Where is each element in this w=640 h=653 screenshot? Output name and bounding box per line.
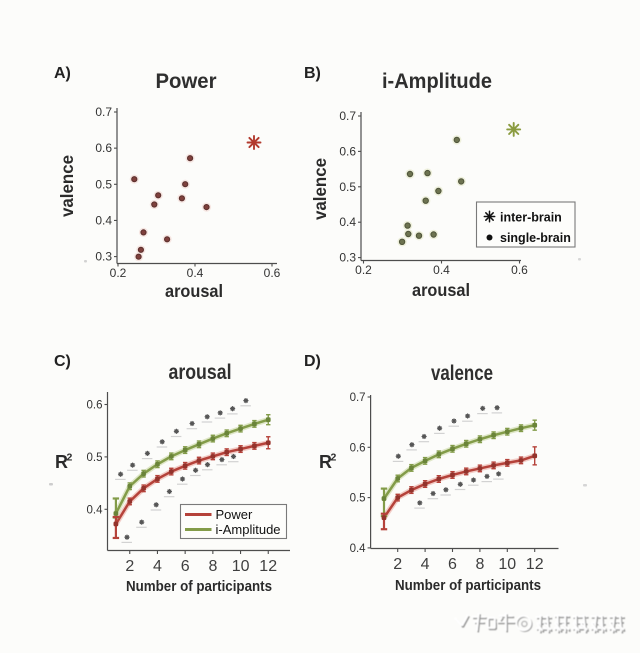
svg-text:Power: Power: [156, 70, 217, 93]
svg-text:R: R: [319, 452, 332, 472]
svg-text:0.4: 0.4: [433, 263, 450, 277]
svg-text:12: 12: [259, 558, 277, 575]
svg-text:C): C): [54, 353, 71, 370]
svg-text:10: 10: [498, 556, 516, 573]
svg-text:4: 4: [421, 556, 430, 573]
svg-text:0.6: 0.6: [511, 263, 528, 277]
svg-text:single-brain: single-brain: [500, 231, 571, 245]
svg-text:0.4: 0.4: [95, 213, 112, 227]
svg-text:i-Amplitude: i-Amplitude: [216, 522, 281, 537]
svg-text:inter-brain: inter-brain: [500, 211, 562, 225]
svg-text:Number of participants: Number of participants: [395, 578, 541, 594]
svg-text:D): D): [304, 353, 321, 370]
svg-text:0.5: 0.5: [87, 452, 103, 464]
svg-text:B): B): [304, 65, 321, 82]
svg-text:2: 2: [125, 558, 134, 575]
svg-text:i-Amplitude: i-Amplitude: [382, 70, 492, 93]
svg-text:0.3: 0.3: [339, 251, 356, 265]
svg-text:arousal: arousal: [412, 280, 470, 300]
svg-text:valence: valence: [310, 158, 330, 220]
svg-text:arousal: arousal: [169, 361, 232, 384]
svg-text:A): A): [54, 65, 71, 82]
svg-text:0.4: 0.4: [339, 215, 356, 229]
svg-text:0.2: 0.2: [355, 263, 372, 277]
svg-text:arousal: arousal: [165, 281, 223, 301]
svg-text:0.5: 0.5: [350, 493, 366, 505]
svg-text:2: 2: [393, 556, 402, 573]
svg-text:valence: valence: [431, 362, 493, 385]
svg-text:2: 2: [331, 452, 337, 464]
svg-text:8: 8: [208, 558, 217, 575]
svg-text:R: R: [55, 452, 68, 472]
svg-text:valence: valence: [57, 155, 77, 217]
svg-text:0.6: 0.6: [95, 141, 112, 155]
svg-text:0.7: 0.7: [339, 109, 356, 123]
svg-text:Number of participants: Number of participants: [126, 579, 272, 595]
svg-text:4: 4: [153, 558, 162, 575]
svg-text:0.7: 0.7: [350, 392, 366, 404]
svg-text:0.6: 0.6: [87, 400, 103, 412]
svg-text:0.4: 0.4: [87, 504, 104, 516]
svg-text:0.6: 0.6: [264, 266, 281, 280]
svg-text:0.6: 0.6: [339, 144, 356, 158]
svg-text:0.7: 0.7: [95, 105, 112, 119]
svg-text:0.3: 0.3: [95, 250, 112, 264]
svg-text:6: 6: [181, 558, 190, 575]
svg-text:0.2: 0.2: [110, 266, 127, 280]
svg-text:0.5: 0.5: [339, 180, 356, 194]
svg-text:10: 10: [232, 558, 250, 575]
svg-text:0.4: 0.4: [350, 543, 367, 555]
svg-text:Power: Power: [216, 507, 254, 522]
svg-text:2: 2: [67, 452, 73, 464]
svg-text:6: 6: [448, 556, 457, 573]
svg-text:0.5: 0.5: [95, 177, 112, 191]
svg-text:8: 8: [475, 556, 484, 573]
svg-text:0.6: 0.6: [350, 442, 366, 454]
svg-text:0.4: 0.4: [187, 266, 204, 280]
svg-text:12: 12: [526, 556, 544, 573]
